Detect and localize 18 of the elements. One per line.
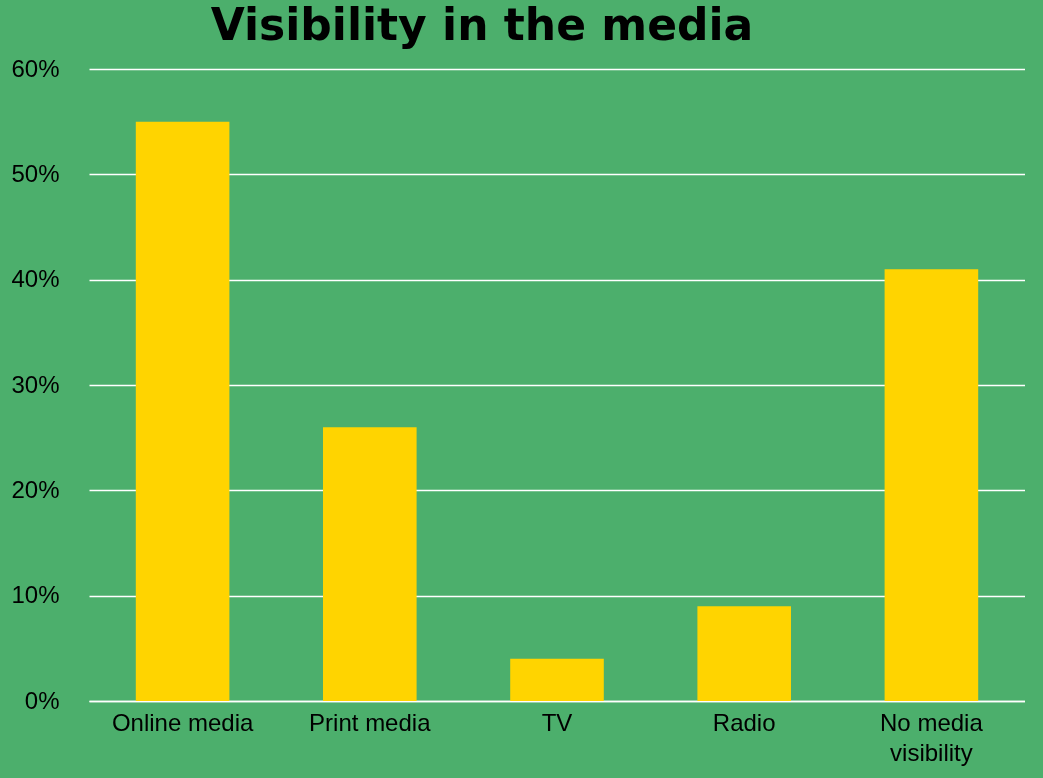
bar xyxy=(135,121,230,701)
x-tick-label: Print media xyxy=(309,708,432,736)
y-tick-label: 40% xyxy=(11,265,60,293)
x-tick-label: Radio xyxy=(712,708,776,736)
chart-title: Visibility in the media xyxy=(210,0,754,50)
x-tick-label: Online media xyxy=(111,708,254,736)
y-tick-label: 0% xyxy=(24,686,60,714)
bar xyxy=(323,427,417,701)
y-tick-label: 30% xyxy=(11,370,60,398)
x-tick-label: TV xyxy=(541,708,573,736)
y-tick-label: 50% xyxy=(11,159,60,187)
y-tick-label: 10% xyxy=(11,581,60,609)
x-tick-label: No media visibility xyxy=(880,708,984,766)
bar xyxy=(884,269,979,701)
y-tick-label: 60% xyxy=(11,54,60,82)
y-tick-label: 20% xyxy=(11,475,60,503)
bar xyxy=(510,658,604,701)
bar xyxy=(697,606,791,701)
